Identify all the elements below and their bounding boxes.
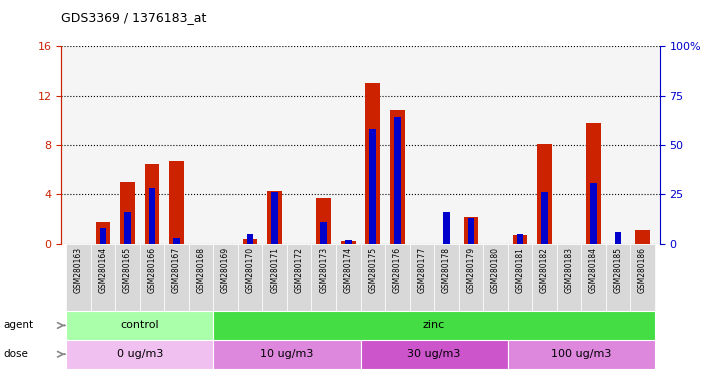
Text: zinc: zinc (423, 320, 445, 331)
Bar (517, 234, 523, 244)
FancyBboxPatch shape (360, 244, 385, 311)
Bar (247, 234, 254, 244)
Bar (320, 222, 327, 244)
FancyBboxPatch shape (66, 244, 91, 311)
FancyBboxPatch shape (630, 244, 655, 311)
FancyBboxPatch shape (213, 244, 238, 311)
Bar (99, 228, 106, 244)
Text: GSM280165: GSM280165 (123, 247, 132, 293)
FancyBboxPatch shape (213, 311, 655, 340)
FancyBboxPatch shape (238, 244, 262, 311)
FancyBboxPatch shape (336, 244, 360, 311)
Text: GSM280169: GSM280169 (221, 247, 230, 293)
Bar (169, 161, 184, 244)
Text: GSM280182: GSM280182 (540, 247, 549, 293)
Bar (635, 230, 650, 244)
Bar (615, 232, 622, 244)
Text: dose: dose (4, 349, 29, 359)
FancyBboxPatch shape (164, 244, 189, 311)
Text: control: control (120, 320, 159, 331)
Bar (96, 222, 110, 244)
Bar (345, 240, 352, 244)
Text: GSM280175: GSM280175 (368, 247, 377, 293)
FancyBboxPatch shape (410, 244, 434, 311)
Text: GSM280177: GSM280177 (417, 247, 426, 293)
Bar (464, 217, 478, 244)
FancyBboxPatch shape (66, 340, 213, 369)
FancyBboxPatch shape (483, 244, 508, 311)
FancyBboxPatch shape (459, 244, 483, 311)
Bar (317, 198, 331, 244)
FancyBboxPatch shape (508, 340, 655, 369)
FancyBboxPatch shape (213, 340, 360, 369)
Bar (394, 117, 401, 244)
Text: 30 ug/m3: 30 ug/m3 (407, 349, 461, 359)
Text: 10 ug/m3: 10 ug/m3 (260, 349, 314, 359)
Text: GSM280170: GSM280170 (246, 247, 255, 293)
Text: GSM280164: GSM280164 (99, 247, 107, 293)
Bar (267, 191, 282, 244)
Text: agent: agent (4, 320, 34, 331)
Bar (590, 182, 597, 244)
FancyBboxPatch shape (508, 244, 532, 311)
FancyBboxPatch shape (385, 244, 410, 311)
Text: 100 ug/m3: 100 ug/m3 (551, 349, 611, 359)
FancyBboxPatch shape (287, 244, 311, 311)
Text: GSM280180: GSM280180 (491, 247, 500, 293)
FancyBboxPatch shape (434, 244, 459, 311)
Text: GSM280184: GSM280184 (589, 247, 598, 293)
Text: 0 ug/m3: 0 ug/m3 (117, 349, 163, 359)
Bar (120, 182, 135, 244)
Bar (467, 218, 474, 244)
FancyBboxPatch shape (66, 311, 213, 340)
FancyBboxPatch shape (189, 244, 213, 311)
Text: GSM280172: GSM280172 (295, 247, 304, 293)
Bar (513, 235, 527, 244)
Bar (537, 144, 552, 244)
FancyBboxPatch shape (311, 244, 336, 311)
Bar (366, 83, 380, 244)
Text: GSM280179: GSM280179 (466, 247, 475, 293)
Text: GSM280166: GSM280166 (148, 247, 156, 293)
Text: GSM280183: GSM280183 (565, 247, 573, 293)
FancyBboxPatch shape (581, 244, 606, 311)
FancyBboxPatch shape (91, 244, 115, 311)
Text: GDS3369 / 1376183_at: GDS3369 / 1376183_at (61, 12, 207, 25)
Bar (541, 192, 548, 244)
Text: GSM280163: GSM280163 (74, 247, 83, 293)
Bar (145, 164, 159, 244)
FancyBboxPatch shape (140, 244, 164, 311)
Text: GSM280176: GSM280176 (393, 247, 402, 293)
Bar (243, 239, 257, 244)
Text: GSM280174: GSM280174 (344, 247, 353, 293)
FancyBboxPatch shape (360, 340, 508, 369)
Bar (341, 242, 355, 244)
Text: GSM280178: GSM280178 (442, 247, 451, 293)
Text: GSM280186: GSM280186 (638, 247, 647, 293)
Text: GSM280181: GSM280181 (516, 247, 524, 293)
Bar (586, 123, 601, 244)
Text: GSM280173: GSM280173 (319, 247, 328, 293)
Text: GSM280171: GSM280171 (270, 247, 279, 293)
Text: GSM280167: GSM280167 (172, 247, 181, 293)
Bar (390, 110, 404, 244)
Text: GSM280185: GSM280185 (614, 247, 622, 293)
Text: GSM280168: GSM280168 (197, 247, 205, 293)
Bar (149, 189, 155, 244)
Bar (271, 192, 278, 244)
FancyBboxPatch shape (262, 244, 287, 311)
FancyBboxPatch shape (606, 244, 630, 311)
Bar (124, 212, 131, 244)
FancyBboxPatch shape (115, 244, 140, 311)
FancyBboxPatch shape (557, 244, 581, 311)
Bar (369, 129, 376, 244)
FancyBboxPatch shape (532, 244, 557, 311)
Bar (443, 212, 450, 244)
Bar (173, 238, 180, 244)
